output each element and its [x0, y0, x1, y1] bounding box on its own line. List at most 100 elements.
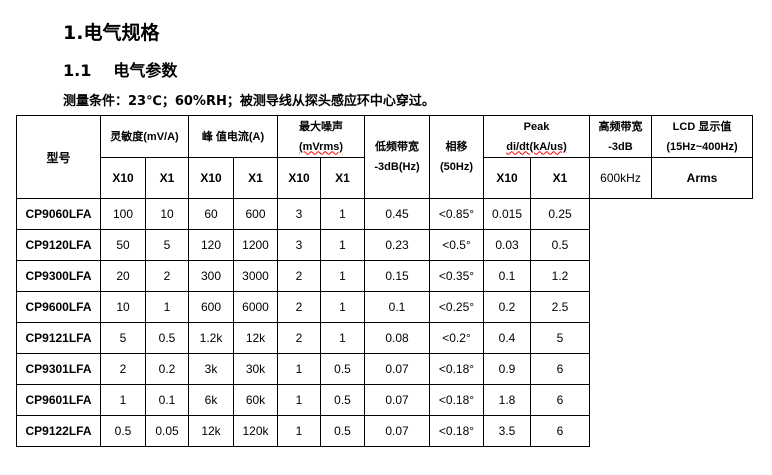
cell-peak-x1: 6000: [233, 291, 278, 323]
header-noise: 最大噪声 (mVrms): [277, 115, 365, 158]
header-model: 型号: [16, 115, 101, 199]
cell-noise-x10: 2: [277, 322, 321, 354]
cell-didt-x10: 0.1: [483, 260, 531, 292]
cell-peak-x1: 120k: [233, 415, 278, 447]
cell-didt-x10: 0.9: [483, 353, 531, 385]
cell-sens-x10: 10: [100, 291, 146, 323]
header-sensitivity: 灵敏度(mV/A): [100, 115, 189, 158]
cell-low-bw: 0.1: [364, 291, 430, 323]
cell-noise-x1: 1: [320, 322, 365, 354]
cell-sens-x10: 100: [100, 198, 146, 230]
cell-didt-x10: 1.8: [483, 384, 531, 416]
cell-phase: <0.5°: [429, 229, 484, 261]
cell-low-bw: 0.07: [364, 353, 430, 385]
table-row: CP9301LFA 2 0.2 3k 30k 1 0.5 0.07 <0.18° 0.9 6: [16, 353, 753, 385]
subheader-x1: X1: [320, 157, 365, 199]
cell-peak-x10: 300: [188, 260, 234, 292]
cell-model: CP9122LFA: [16, 415, 101, 447]
cell-phase: <0.85°: [429, 198, 484, 230]
cell-noise-x1: 0.5: [320, 415, 365, 447]
cell-low-bw: 0.07: [364, 384, 430, 416]
cell-sens-x10: 5: [100, 322, 146, 354]
header-noise-l2: (mVrms): [298, 140, 344, 153]
cell-peak-x1: 3000: [233, 260, 278, 292]
header-peak-current: 峰 值电流(A): [188, 115, 278, 158]
header-noise-l1: 最大噪声: [299, 120, 343, 133]
cell-didt-x1: 5: [530, 322, 590, 354]
header-didt: Peak di/dt(kA/us): [483, 115, 590, 158]
cell-sens-x1: 0.1: [145, 384, 189, 416]
header-didt-l2: di/dt(kA/us): [506, 140, 567, 153]
cell-noise-x1: 1: [320, 291, 365, 323]
cell-peak-x1: 60k: [233, 384, 278, 416]
heading-1: 1.电气规格: [63, 22, 160, 44]
cell-didt-x1: 1.2: [530, 260, 590, 292]
header-phase-l1: 相移: [445, 141, 468, 153]
table-row: CP9600LFA 10 1 600 6000 2 1 0.1 <0.25° 0.2 2.5: [16, 291, 753, 323]
cell-didt-x1: 6: [530, 384, 590, 416]
header-low-bw-l1: 低频带宽: [375, 141, 419, 153]
heading-2: 1.1 电气参数: [63, 57, 199, 81]
header-low-bandwidth: 低频带宽 -3dB(Hz): [364, 115, 430, 199]
cell-sens-x10: 20: [100, 260, 146, 292]
subheader-x1: X1: [145, 157, 189, 199]
cell-peak-x10: 3k: [188, 353, 234, 385]
header-phase: 相移 (50Hz): [429, 115, 484, 199]
cell-low-bw: 0.08: [364, 322, 430, 354]
header-high-bw-l1: 高频带宽: [598, 120, 643, 133]
header-high-bw-l2: -3dB: [608, 140, 633, 153]
cell-didt-x10: 0.4: [483, 322, 531, 354]
cell-sens-x10: 0.5: [100, 415, 146, 447]
heading-2-number: 1.1: [63, 61, 92, 80]
cell-sens-x1: 0.5: [145, 322, 189, 354]
cell-phase: <0.18°: [429, 384, 484, 416]
cell-peak-x1: 600: [233, 198, 278, 230]
subheader-x10: X10: [483, 157, 531, 199]
table-row: CP9122LFA 0.5 0.05 12k 120k 1 0.5 0.07 <0.18° 3.5…: [16, 415, 753, 447]
cell-low-bw: 0.07: [364, 415, 430, 447]
cell-didt-x1: 2.5: [530, 291, 590, 323]
cell-peak-x10: 600: [188, 291, 234, 323]
cell-sens-x1: 10: [145, 198, 189, 230]
header-low-bw-l2: -3dB(Hz): [374, 161, 420, 173]
subheader-x10: X10: [277, 157, 321, 199]
cell-model: CP9060LFA: [16, 198, 101, 230]
cell-didt-x10: 0.2: [483, 291, 531, 323]
header-high-bandwidth: 高频带宽 -3dB: [589, 115, 652, 158]
subheader-x1: X1: [530, 157, 590, 199]
cell-phase: <0.25°: [429, 291, 484, 323]
cell-didt-x10: 3.5: [483, 415, 531, 447]
cell-didt-x1: 6: [530, 415, 590, 447]
cell-sens-x10: 1: [100, 384, 146, 416]
cell-sens-x10: 2: [100, 353, 146, 385]
spec-table: 型号 灵敏度(mV/A) 峰 值电流(A) 最大噪声 (mVrms) 低频带宽 -3…: [16, 115, 753, 447]
cell-phase: <0.18°: [429, 415, 484, 447]
high-bandwidth-value: 600kHz: [589, 157, 652, 199]
cell-didt-x10: 0.03: [483, 229, 531, 261]
cell-low-bw: 0.15: [364, 260, 430, 292]
cell-sens-x1: 2: [145, 260, 189, 292]
cell-noise-x10: 2: [277, 291, 321, 323]
cell-noise-x1: 0.5: [320, 384, 365, 416]
subheader-x10: X10: [188, 157, 234, 199]
lcd-value: Arms: [651, 157, 753, 199]
cell-peak-x10: 6k: [188, 384, 234, 416]
cell-didt-x10: 0.015: [483, 198, 531, 230]
cell-peak-x10: 12k: [188, 415, 234, 447]
cell-sens-x10: 50: [100, 229, 146, 261]
cell-phase: <0.18°: [429, 353, 484, 385]
header-phase-l2: (50Hz): [439, 161, 473, 173]
subheader-x10: X10: [100, 157, 146, 199]
cell-peak-x1: 12k: [233, 322, 278, 354]
cell-noise-x10: 1: [277, 353, 321, 385]
cell-noise-x1: 1: [320, 198, 365, 230]
heading-2-title: 电气参数: [113, 61, 178, 80]
cell-noise-x10: 1: [277, 415, 321, 447]
cell-peak-x10: 1.2k: [188, 322, 234, 354]
cell-noise-x10: 2: [277, 260, 321, 292]
header-lcd-l2: (15Hz~400Hz): [666, 140, 738, 153]
cell-model: CP9300LFA: [16, 260, 101, 292]
table-row: CP9120LFA 50 5 120 1200 3 1 0.23 <0.5° 0.03 0.5: [16, 229, 753, 261]
cell-peak-x10: 120: [188, 229, 234, 261]
subheader-x1: X1: [233, 157, 278, 199]
